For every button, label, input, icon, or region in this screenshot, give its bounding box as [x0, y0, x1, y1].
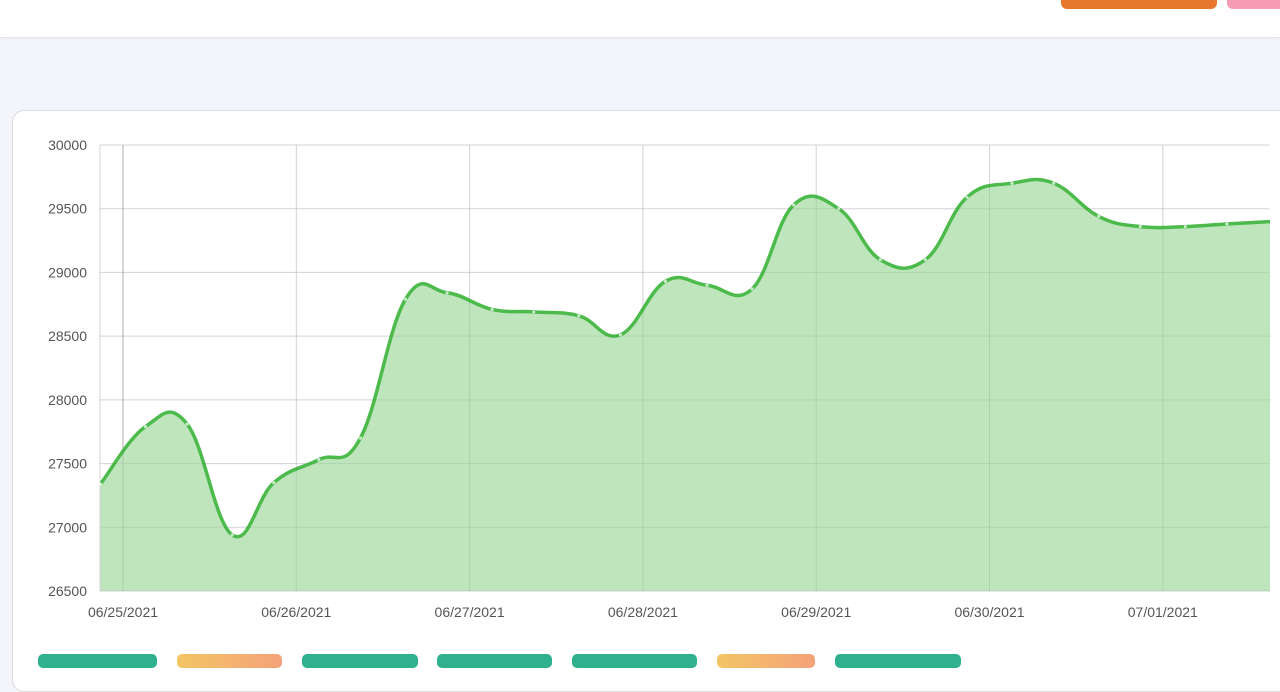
range-button[interactable]	[38, 654, 157, 668]
range-button[interactable]	[717, 654, 815, 668]
data-point	[317, 458, 321, 462]
range-button[interactable]	[437, 654, 552, 668]
data-point	[1225, 222, 1229, 226]
data-point	[490, 307, 494, 311]
data-point	[1138, 224, 1142, 229]
data-point	[750, 287, 754, 291]
y-tick-label: 30000	[48, 137, 87, 153]
data-point	[663, 279, 668, 283]
x-tick-label: 06/30/2021	[954, 604, 1024, 620]
x-tick-label: 06/29/2021	[781, 604, 851, 620]
range-button[interactable]	[302, 654, 418, 668]
data-point	[1183, 224, 1187, 229]
data-point	[878, 258, 882, 262]
y-tick-label: 29000	[48, 264, 87, 280]
data-point	[577, 314, 581, 318]
x-tick-label: 06/25/2021	[88, 604, 158, 620]
chart-card: 26500 27000 27500 28000 28500 29000 29500 30000…	[12, 110, 1280, 692]
data-point	[403, 297, 408, 301]
data-point	[965, 195, 969, 199]
data-point	[923, 258, 927, 262]
area-fill	[100, 179, 1270, 591]
x-tick-label: 06/26/2021	[261, 604, 331, 620]
pink-action-button[interactable]	[1227, 0, 1280, 9]
y-tick-label: 28500	[48, 328, 87, 344]
data-point	[98, 482, 103, 486]
y-tick-label: 27500	[48, 456, 87, 472]
y-tick-label: 29500	[48, 201, 87, 217]
x-tick-label: 06/28/2021	[608, 604, 678, 620]
data-point	[143, 425, 148, 429]
x-tick-label: 06/27/2021	[435, 604, 505, 620]
y-tick-label: 26500	[48, 583, 87, 599]
data-point	[185, 422, 189, 426]
price-area-chart: 26500 27000 27500 28000 28500 29000 29500 30000…	[48, 137, 1270, 620]
range-button[interactable]	[177, 654, 282, 668]
data-point	[1052, 181, 1056, 185]
data-point	[230, 533, 234, 537]
data-point	[445, 291, 449, 295]
data-point	[618, 333, 622, 337]
data-point	[792, 203, 796, 207]
data-point	[1010, 181, 1014, 185]
data-point	[1097, 214, 1101, 218]
data-point	[532, 310, 536, 314]
top-bar	[0, 0, 1280, 38]
data-point	[272, 481, 276, 485]
range-button[interactable]	[835, 654, 961, 668]
data-point	[705, 283, 709, 287]
x-tick-label: 07/01/2021	[1128, 604, 1198, 620]
data-point	[837, 207, 841, 211]
y-tick-label: 27000	[48, 519, 87, 535]
range-button[interactable]	[572, 654, 697, 668]
orange-action-button[interactable]	[1061, 0, 1217, 9]
data-point	[358, 436, 363, 440]
y-tick-label: 28000	[48, 392, 87, 408]
